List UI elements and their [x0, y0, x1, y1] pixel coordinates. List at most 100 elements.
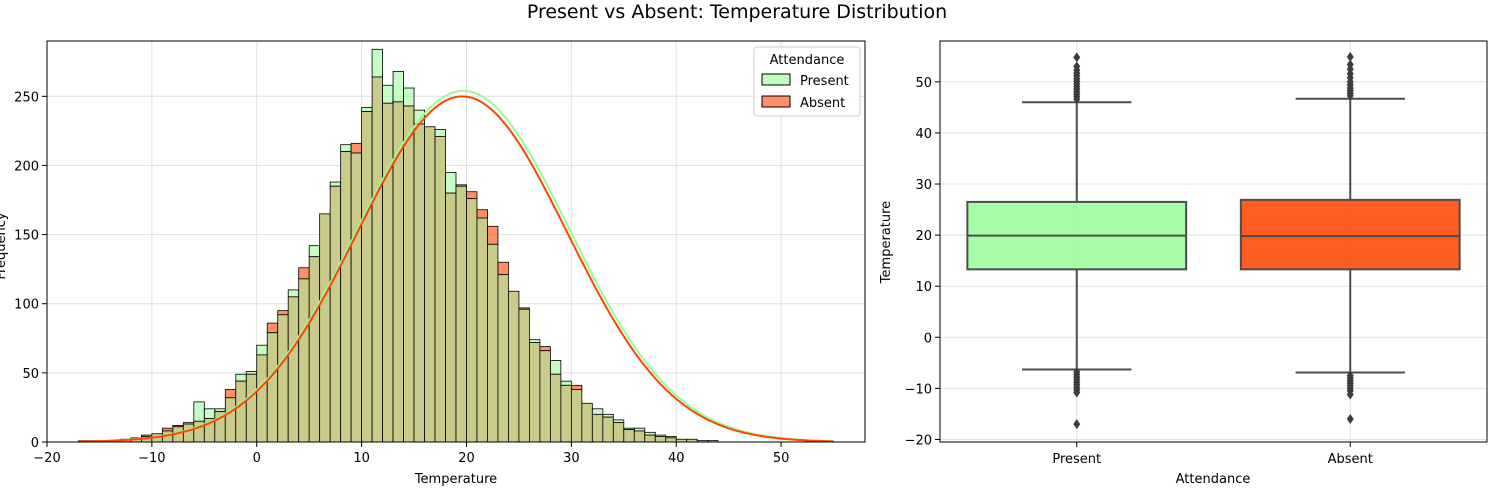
outlier-absent	[1346, 59, 1354, 70]
bar-overlap	[361, 111, 373, 443]
x-tick-label: 0	[253, 451, 261, 466]
bar-present	[549, 360, 562, 375]
bar-overlap	[445, 192, 457, 443]
outlier-present	[1073, 52, 1081, 63]
bar-present	[193, 401, 205, 422]
bar-present	[256, 344, 268, 356]
bar-present	[214, 408, 226, 412]
bar-overlap	[654, 436, 667, 443]
y-tick-label: 0	[924, 331, 932, 346]
x-tick-label: 30	[563, 451, 580, 466]
y-tick-label: 30	[915, 178, 932, 193]
bar-absent	[277, 310, 289, 316]
bar-absent	[350, 142, 363, 154]
x-tick-label: 40	[668, 451, 685, 466]
y-tick-label: 0	[31, 436, 39, 451]
histogram-panel: −20 −10 0 10 20 30 40 50 0 50 100 150 200 250 Temper…	[0, 40, 866, 487]
bar-present	[245, 371, 258, 375]
bar-overlap	[529, 342, 541, 443]
bar-overlap	[623, 429, 635, 443]
y-tick-label: 20	[915, 229, 932, 244]
bar-absent	[539, 346, 551, 352]
outlier-absent	[1346, 414, 1354, 425]
bar-overlap	[560, 384, 572, 443]
boxplot-x-label: Attendance	[1176, 472, 1251, 487]
histogram-y-ticks: 0 50 100 150 200 250	[14, 90, 47, 451]
bar-overlap	[591, 413, 604, 443]
bar-overlap	[549, 373, 562, 443]
bar-overlap	[403, 105, 415, 443]
bar-absent	[497, 261, 509, 276]
bar-overlap	[298, 278, 310, 443]
x-tick-label: Absent	[1328, 452, 1373, 467]
x-tick-label: Present	[1052, 452, 1101, 467]
bar-overlap	[581, 402, 593, 443]
bar-overlap	[497, 274, 509, 443]
bar-overlap	[329, 185, 342, 443]
legend-swatch-absent	[761, 95, 791, 108]
boxplot-y-ticks: −20 −10 0 10 20 30 40 50	[905, 76, 940, 448]
bar-overlap	[382, 102, 394, 443]
bar-overlap	[487, 243, 499, 443]
bar-present	[612, 419, 625, 424]
histogram-kde-curves	[78, 89, 834, 443]
boxplot-x-ticks: Present Absent	[1052, 442, 1373, 467]
x-tick-label: 50	[773, 451, 790, 466]
box-absent	[1239, 198, 1461, 271]
bar-absent	[476, 209, 488, 219]
bar-overlap	[371, 76, 383, 443]
bar-overlap	[266, 332, 279, 443]
boxplot-panel: Present Absent −20 −10 0 10 20 30 40 50 Attendan…	[879, 40, 1488, 487]
bar-present	[203, 408, 216, 419]
bar-overlap	[434, 136, 446, 443]
bar-present	[602, 413, 614, 418]
histogram-x-label: Temperature	[414, 472, 497, 487]
y-tick-label: 250	[14, 90, 39, 105]
bar-overlap	[308, 256, 321, 443]
bar-absent	[224, 389, 237, 399]
bar-overlap	[665, 437, 677, 443]
bar-overlap	[340, 151, 352, 443]
bar-present	[529, 339, 541, 343]
bar-overlap	[287, 296, 300, 443]
outlier-absent	[1346, 389, 1354, 400]
bar-overlap	[633, 430, 646, 443]
boxplot-y-label: Temperature	[879, 201, 894, 284]
bar-overlap	[245, 373, 258, 443]
bar-present	[308, 245, 321, 258]
y-tick-label: −10	[905, 382, 932, 397]
legend-label-absent: Absent	[800, 96, 845, 111]
bar-overlap	[602, 416, 614, 443]
bar-absent	[266, 322, 279, 334]
bar-overlap	[224, 397, 237, 443]
figure-title: Present vs Absent: Temperature Distribut…	[527, 1, 947, 23]
bar-present	[644, 431, 656, 436]
y-tick-label: 40	[915, 127, 932, 142]
bar-overlap	[570, 389, 583, 443]
bar-absent	[298, 267, 310, 280]
bar-absent	[161, 427, 174, 432]
bar-absent	[487, 225, 499, 245]
bar-absent	[570, 384, 583, 390]
bar-overlap	[644, 434, 656, 443]
bar-overlap	[466, 198, 478, 443]
x-tick-label: 10	[353, 451, 370, 466]
bar-overlap	[455, 185, 467, 443]
bar-present	[392, 71, 404, 103]
y-tick-label: −20	[905, 433, 932, 448]
bar-present	[445, 171, 457, 194]
bar-present	[413, 109, 425, 125]
y-tick-label: 10	[915, 280, 932, 295]
legend-label-present: Present	[800, 74, 849, 89]
bar-present	[434, 129, 446, 137]
histogram-legend: Attendance Present Absent	[753, 46, 861, 117]
bar-overlap	[476, 217, 488, 443]
histogram-bars	[78, 48, 719, 443]
y-tick-label: 50	[22, 367, 39, 382]
bar-overlap	[424, 126, 436, 443]
bar-overlap	[319, 213, 331, 443]
bar-overlap	[235, 380, 247, 443]
bar-present	[403, 87, 415, 107]
bar-absent	[466, 191, 478, 200]
x-tick-label: −10	[138, 451, 165, 466]
